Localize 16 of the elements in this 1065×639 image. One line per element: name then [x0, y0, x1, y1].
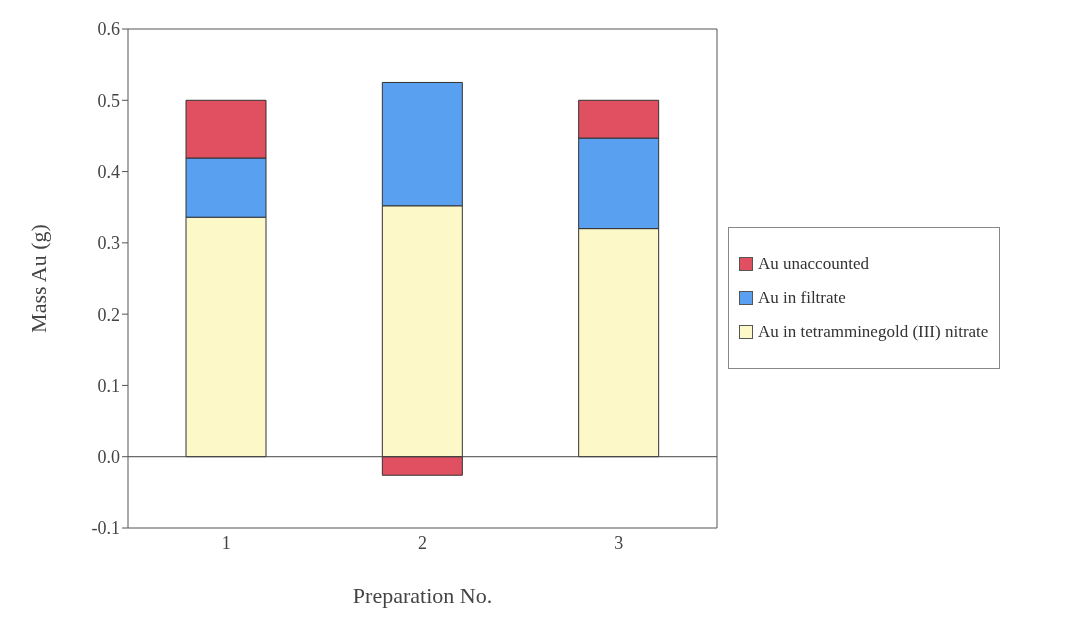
y-tick-label: 0.4 [97, 161, 120, 182]
x-axis-title: Preparation No. [352, 583, 493, 608]
y-tick-label: -0.1 [91, 518, 120, 539]
x-tick-label: 3 [614, 532, 624, 553]
x-tick-label: 2 [418, 532, 427, 553]
y-tick-label: 0.0 [97, 447, 120, 468]
y-tick-label: 0.5 [97, 90, 120, 111]
legend-label: Au in filtrate [758, 288, 846, 308]
y-tick-label: 0.1 [97, 375, 120, 396]
y-tick-label: 0.3 [97, 233, 120, 254]
y-tick-label: 0.2 [97, 304, 120, 325]
y-axis-title: Mass Au (g) [25, 224, 51, 333]
legend-label: Au unaccounted [758, 254, 869, 274]
legend-label: Au in tetramminegold (III) nitrate [758, 322, 989, 342]
y-tick-label: 0.6 [97, 19, 120, 40]
x-tick-label: 1 [221, 532, 231, 553]
